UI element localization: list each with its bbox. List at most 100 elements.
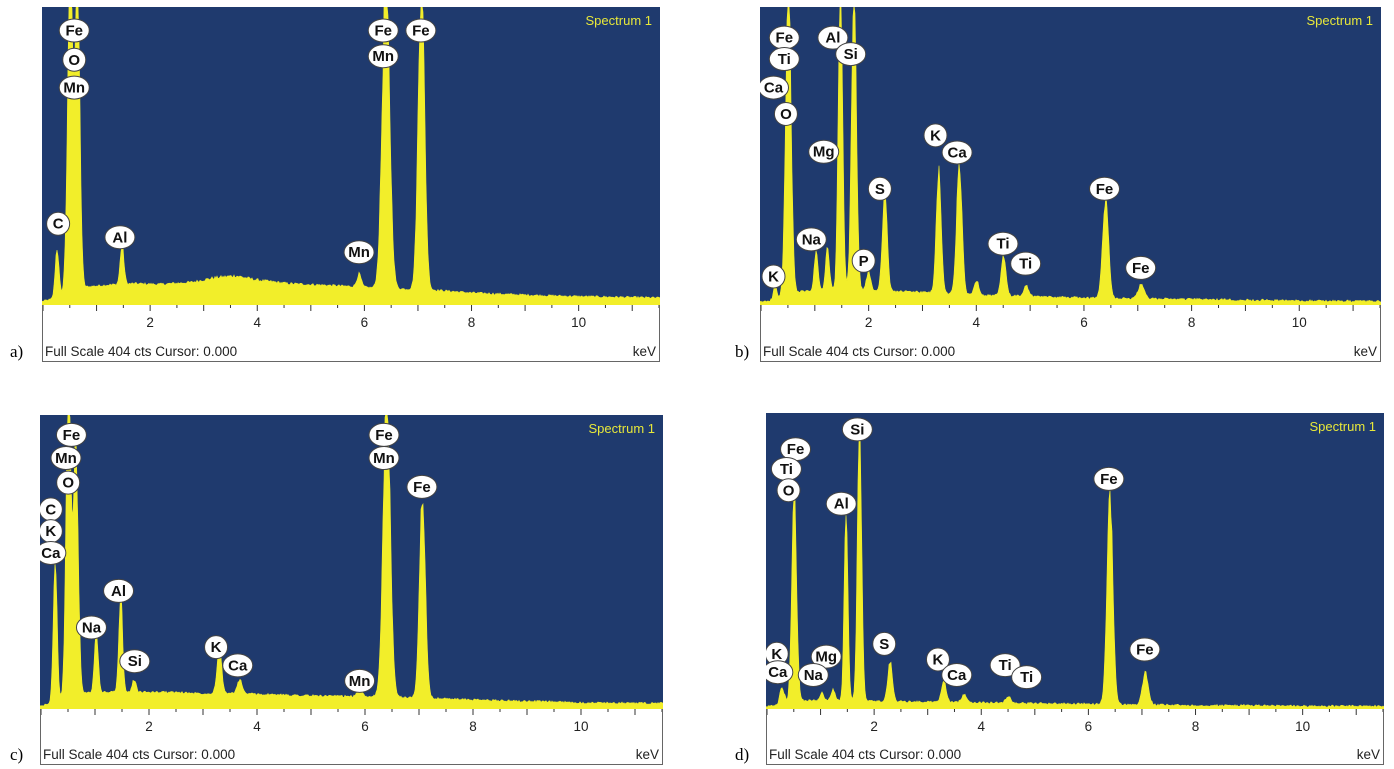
- svg-text:Mn: Mn: [372, 48, 394, 65]
- peak-label-na-c: Na: [75, 615, 107, 640]
- axis-bar-b: 2 4 6 8 10 Full Scale 404 cts Cursor: 0.000 …: [760, 305, 1381, 362]
- svg-text:Fe: Fe: [1096, 181, 1114, 198]
- peak-label-mn-a: Mn: [367, 44, 399, 69]
- peak-label-na-d: Na: [797, 663, 829, 688]
- spectrum-trace-b: [760, 7, 1381, 305]
- spectrum-plot-a: Fe O Mn C Al Mn Fe Mn Fe Spectrum 1: [42, 7, 660, 305]
- x-axis-c: 2 4 6 8 10: [41, 709, 662, 734]
- peak-label-fe-a: Fe: [58, 18, 90, 43]
- svg-text:Fe: Fe: [1132, 260, 1150, 277]
- spectrum-title-b: Spectrum 1: [1306, 13, 1373, 28]
- peak-label-p-b: P: [851, 248, 876, 273]
- peak-label-s-b: S: [867, 176, 892, 201]
- x-tick-label: 10: [571, 315, 586, 330]
- peak-label-c-a: C: [46, 211, 71, 236]
- peak-label-mn-c: Mn: [50, 446, 82, 471]
- peak-label-s-d: S: [872, 631, 897, 656]
- x-tick-label: 4: [973, 315, 981, 330]
- x-tick-label: 4: [978, 719, 986, 734]
- x-tick-label: 2: [146, 315, 154, 330]
- spectrum-svg-b: Fe Al Ti Si Ca O Mg K Ca S Fe Na Ti P Ti Fe K: [760, 7, 1381, 305]
- x-tick-label: 8: [469, 719, 477, 734]
- svg-text:K: K: [933, 651, 944, 668]
- svg-text:Si: Si: [128, 653, 142, 670]
- x-axis-b: 2 4 6 8 10: [761, 305, 1380, 330]
- peak-label-al-c: Al: [103, 578, 135, 603]
- svg-text:Fe: Fe: [1100, 471, 1118, 488]
- svg-text:Fe: Fe: [63, 427, 81, 444]
- spectrum-title-c: Spectrum 1: [588, 421, 655, 436]
- spectrum-plot-c: Fe Mn O C K Ca Al Na Si K Ca Mn Fe Mn Fe Spectrum 1: [40, 415, 663, 709]
- svg-text:Na: Na: [804, 667, 824, 684]
- peak-label-ca-b: Ca: [941, 140, 973, 165]
- peak-label-ca-c: Ca: [40, 540, 67, 565]
- x-axis-unit-a: keV: [632, 344, 656, 359]
- peak-label-ca-d: Ca: [941, 663, 973, 688]
- svg-text:Ca: Ca: [41, 545, 61, 562]
- status-text-b: Full Scale 404 cts Cursor: 0.000: [763, 344, 956, 359]
- svg-text:Fe: Fe: [413, 479, 431, 496]
- panel-letter-c: c): [10, 745, 24, 764]
- peak-label-ti-b: Ti: [768, 47, 800, 72]
- svg-text:Fe: Fe: [374, 23, 392, 40]
- x-axis-d: 2 4 6 8 10: [767, 709, 1383, 734]
- x-axis-unit-d: keV: [1356, 747, 1380, 762]
- peak-label-fe-c: Fe: [55, 422, 87, 447]
- svg-text:Fe: Fe: [787, 441, 805, 458]
- x-tick-label: 4: [253, 719, 261, 734]
- peak-label-fe-b: Fe: [1089, 176, 1121, 201]
- peak-label-k-c: K: [40, 519, 63, 544]
- svg-text:Ti: Ti: [778, 51, 791, 68]
- svg-text:K: K: [45, 523, 56, 540]
- svg-text:O: O: [68, 52, 80, 69]
- x-tick-label: 8: [1192, 719, 1200, 734]
- svg-text:S: S: [875, 181, 885, 198]
- axis-bar-d: 2 4 6 8 10 Full Scale 404 cts Cursor: 0.000 …: [766, 709, 1384, 765]
- peak-label-o-b: O: [773, 101, 798, 126]
- peak-label-ti-d: Ti: [989, 653, 1021, 678]
- peak-label-fe-b: Fe: [768, 25, 800, 50]
- peak-label-na-b: Na: [795, 227, 827, 252]
- panel-letter-b: b): [735, 342, 750, 361]
- svg-text:Mn: Mn: [55, 450, 77, 467]
- svg-text:Fe: Fe: [776, 30, 794, 47]
- x-tick-label: 10: [573, 719, 588, 734]
- svg-text:Fe: Fe: [65, 23, 83, 40]
- peak-label-mn-c: Mn: [344, 668, 376, 693]
- svg-text:S: S: [879, 636, 889, 653]
- peak-label-fe-c: Fe: [368, 422, 400, 447]
- x-tick-label: 2: [865, 315, 873, 330]
- svg-text:Ti: Ti: [1020, 669, 1033, 686]
- svg-text:C: C: [45, 501, 56, 518]
- svg-text:Mn: Mn: [63, 80, 85, 97]
- x-tick-label: 2: [870, 719, 878, 734]
- svg-text:Fe: Fe: [412, 23, 430, 40]
- x-tick-label: 6: [1080, 315, 1088, 330]
- x-axis-unit-b: keV: [1353, 344, 1377, 359]
- svg-text:K: K: [771, 646, 782, 663]
- peak-label-fe-d: Fe: [1129, 637, 1161, 662]
- x-tick-label: 6: [1085, 719, 1093, 734]
- spectrum-title-a: Spectrum 1: [585, 13, 652, 28]
- peak-label-al-a: Al: [104, 225, 136, 250]
- svg-text:Na: Na: [82, 619, 102, 636]
- svg-text:Ti: Ti: [999, 657, 1012, 674]
- svg-text:Al: Al: [111, 583, 126, 600]
- svg-text:Ca: Ca: [228, 657, 248, 674]
- svg-text:Ca: Ca: [764, 80, 784, 97]
- svg-text:Al: Al: [825, 30, 840, 47]
- peak-label-ti-d: Ti: [1011, 665, 1043, 690]
- x-tick-label: 6: [361, 315, 369, 330]
- peak-label-mg-d: Mg: [810, 644, 842, 669]
- peak-label-ti-d: Ti: [770, 457, 802, 482]
- spectrum-svg-a: Fe O Mn C Al Mn Fe Mn Fe: [42, 7, 660, 305]
- peak-label-ca-b: Ca: [760, 75, 789, 100]
- status-text-d: Full Scale 404 cts Cursor: 0.000: [769, 747, 962, 762]
- peak-label-fe-a: Fe: [405, 18, 437, 43]
- svg-text:Na: Na: [802, 231, 822, 248]
- axis-bar-c: 2 4 6 8 10 Full Scale 404 cts Cursor: 0.000 …: [40, 709, 663, 765]
- axis-bar-a: 2 4 6 8 10 Full Scale 404 cts Cursor: 0.000 …: [42, 305, 660, 362]
- svg-text:O: O: [783, 482, 795, 499]
- svg-text:K: K: [930, 127, 941, 144]
